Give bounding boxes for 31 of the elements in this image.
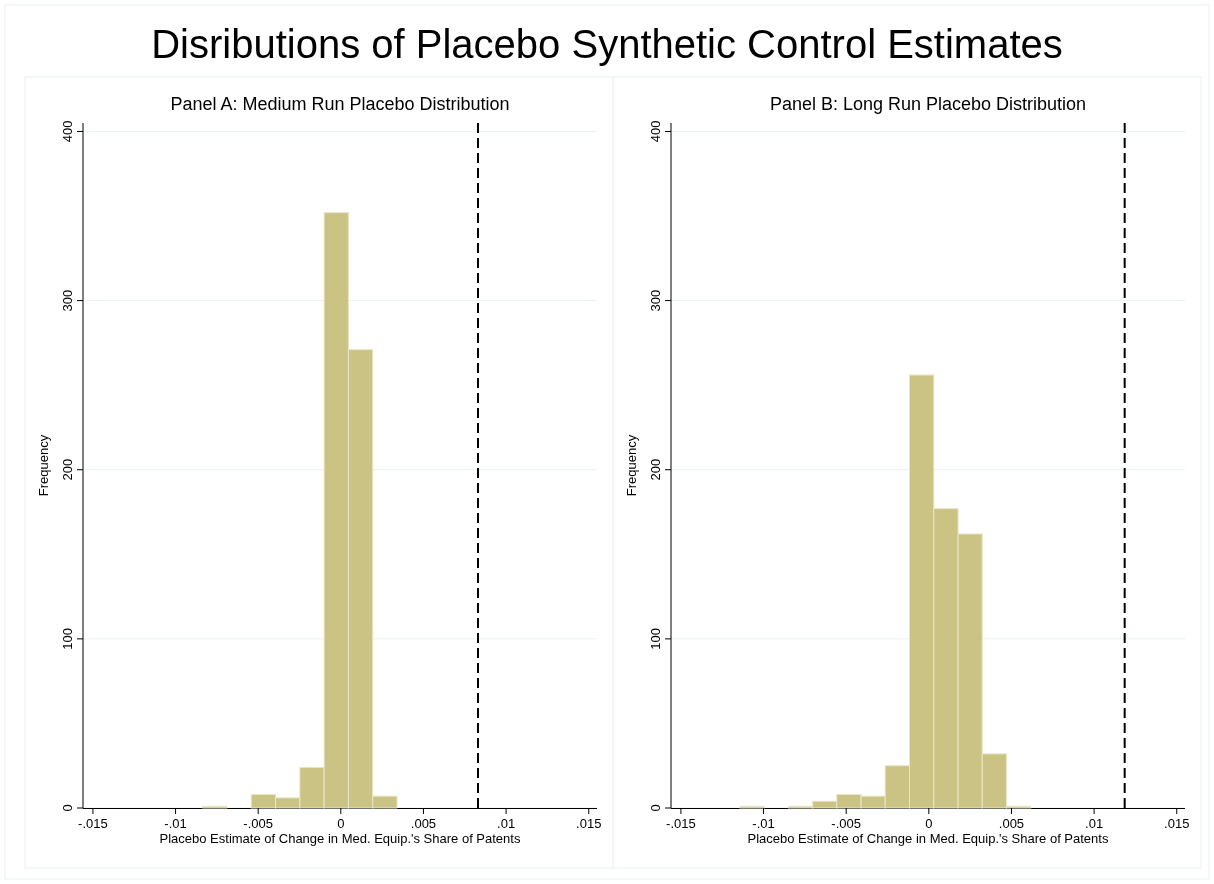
x-tick-label: .005: [410, 816, 437, 831]
x-tick-label: 0: [925, 816, 933, 831]
y-tick-label: 300: [60, 289, 75, 312]
x-tick-label: .015: [576, 816, 602, 831]
y-tick-label: 100: [60, 628, 75, 650]
x-tick-label: -.015: [666, 816, 696, 831]
x-axis-title: Placebo Estimate of Change in Med. Equip.'s Share of Patents: [747, 831, 1109, 846]
chart-title: Panel B: Long Run Placebo Distribution: [769, 94, 1087, 114]
x-tick-label: .005: [998, 816, 1025, 831]
x-tick-label: -.01: [752, 816, 775, 831]
x-tick-label: .01: [1085, 816, 1104, 831]
x-tick-label: 0: [337, 816, 345, 831]
y-tick-label: 0: [60, 804, 75, 812]
text: Disributions of Placebo Synthetic Control Estimates: [151, 22, 1063, 66]
y-tick-label: 300: [648, 289, 663, 312]
y-axis-title: Frequency: [624, 434, 639, 497]
y-tick-label: 400: [648, 120, 663, 143]
y-tick-label: 100: [648, 628, 663, 650]
x-tick-label: -.015: [78, 816, 108, 831]
x-tick-label: -.005: [243, 816, 274, 831]
y-tick-label: 0: [648, 804, 663, 812]
y-tick-label: 200: [60, 458, 75, 481]
y-tick-label: 200: [648, 458, 663, 481]
x-tick-label: -.01: [164, 816, 187, 831]
chart-title: Panel A: Medium Run Placebo Distribution: [170, 94, 510, 114]
x-axis-title: Placebo Estimate of Change in Med. Equip.'s Share of Patents: [159, 831, 521, 846]
y-axis-title: Frequency: [36, 434, 51, 497]
x-tick-label: -.005: [831, 816, 862, 831]
y-tick-label: 400: [60, 120, 75, 143]
x-tick-label: .015: [1164, 816, 1190, 831]
x-tick-label: .01: [497, 816, 516, 831]
